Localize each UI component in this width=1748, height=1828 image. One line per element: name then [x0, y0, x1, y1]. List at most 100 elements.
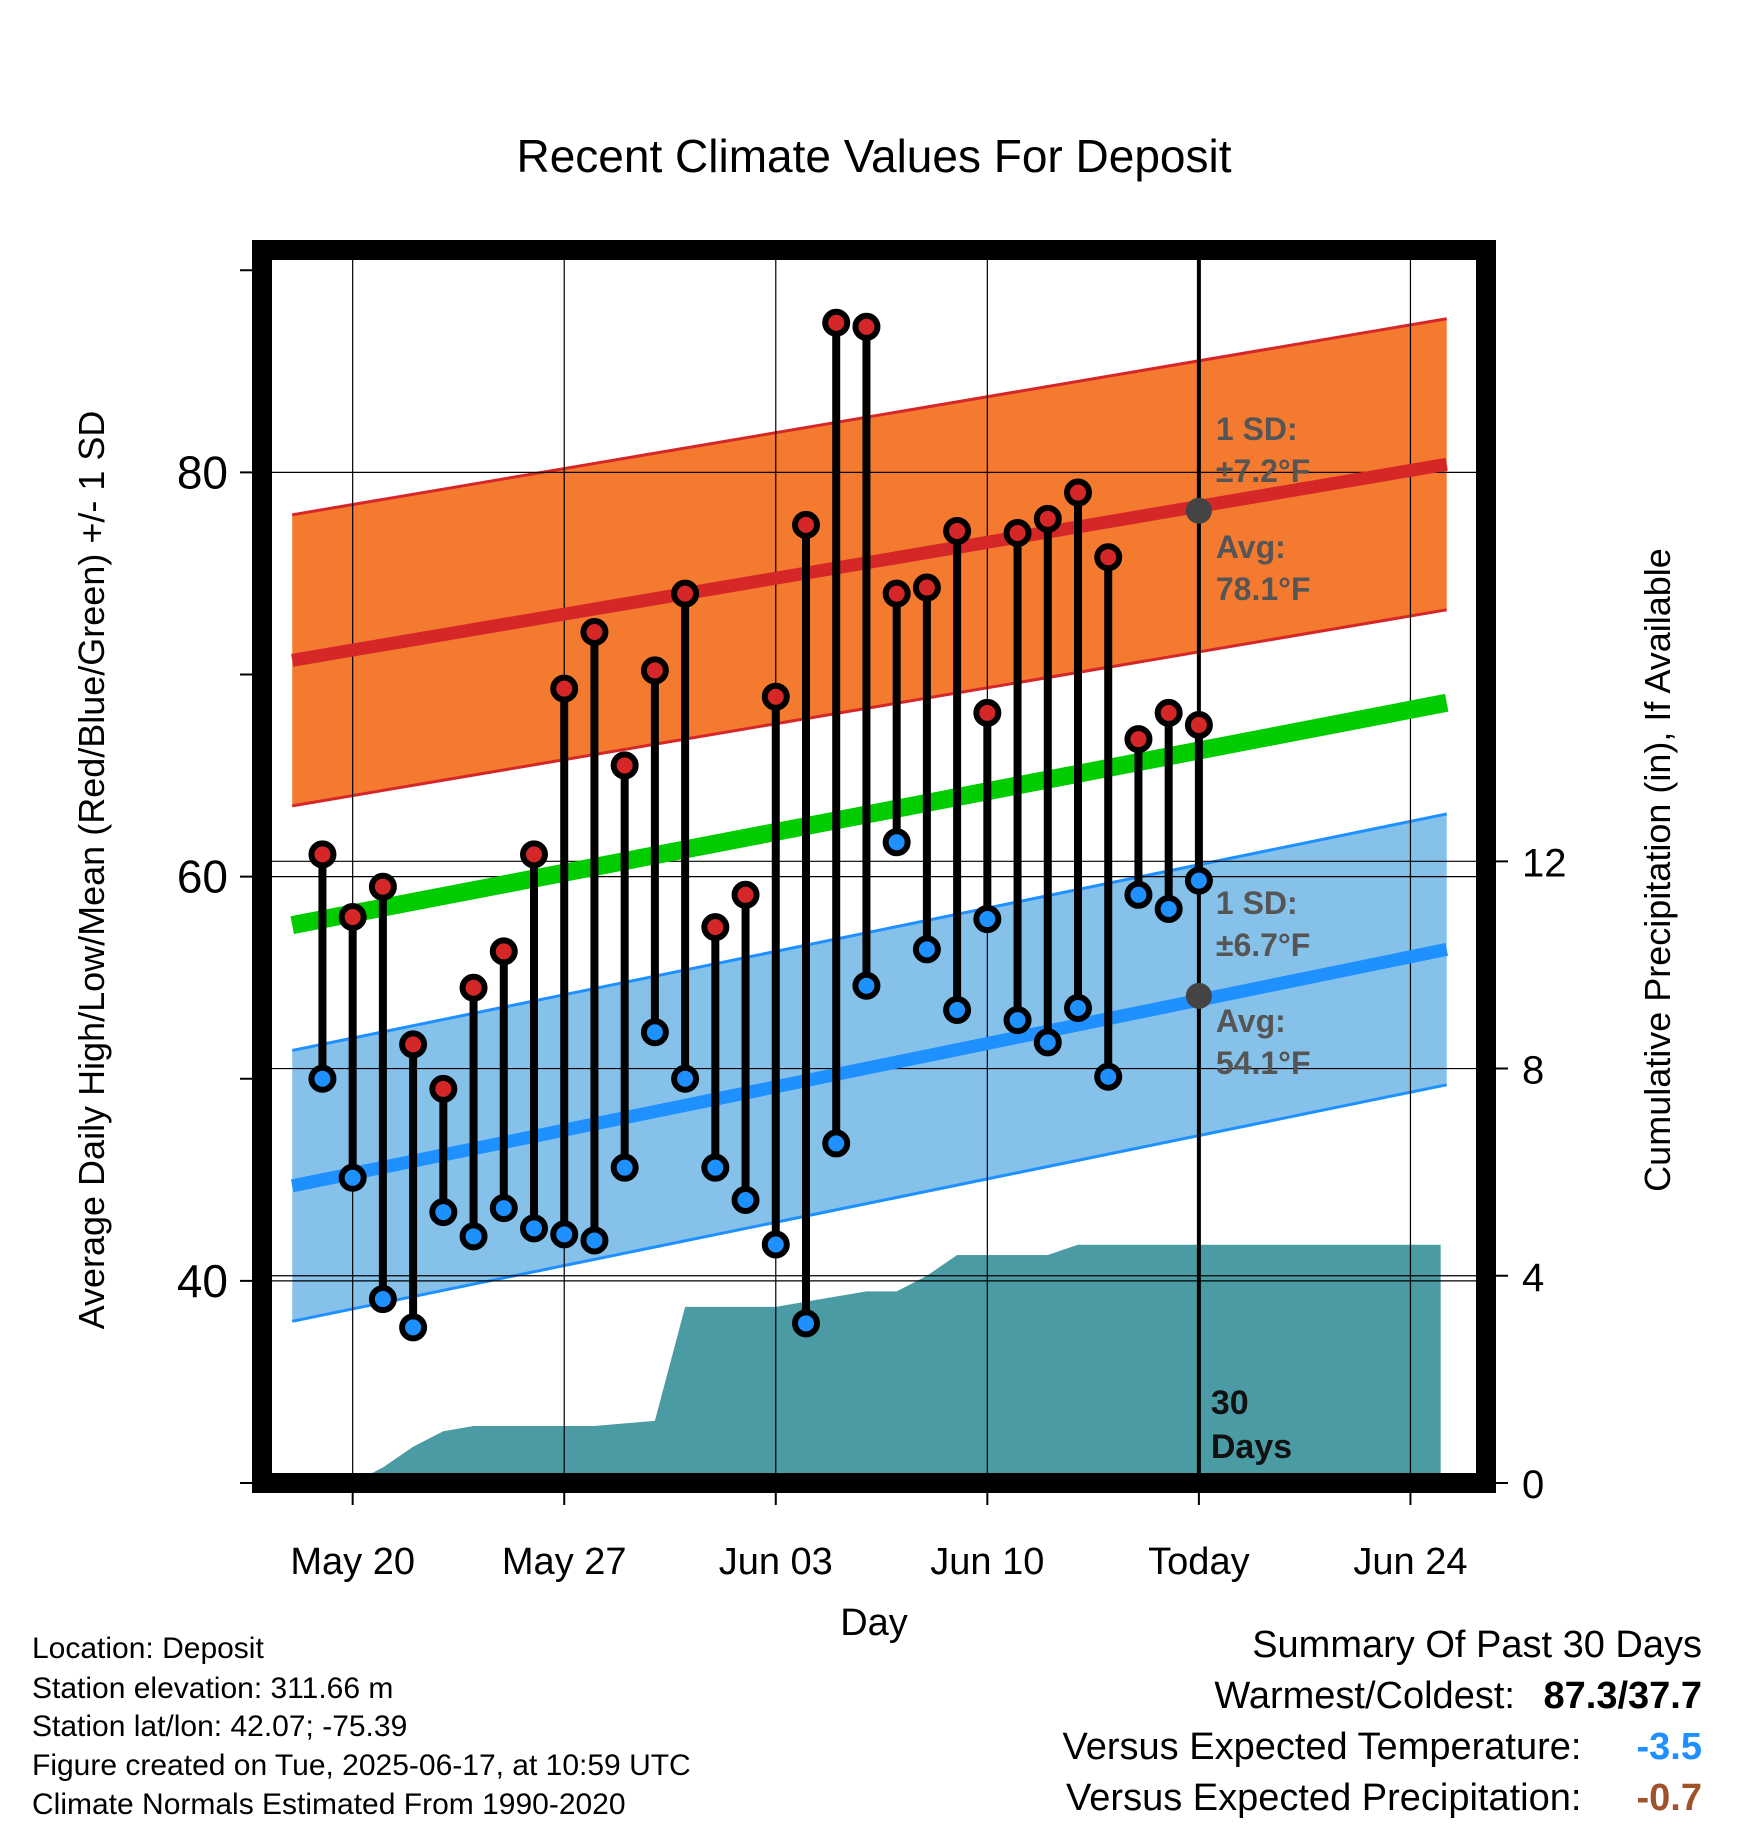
daily-low-point	[459, 1222, 488, 1251]
x-axis-label: Day	[840, 1602, 908, 1644]
daily-low-point	[399, 1313, 428, 1342]
daily-high-point	[640, 656, 669, 685]
summary-warm-cold-label: Warmest/Coldest:	[1214, 1675, 1515, 1717]
daily-low-point	[610, 1153, 639, 1182]
daily-low-point	[338, 1163, 367, 1192]
daily-low-point	[1154, 894, 1183, 923]
high-avg-label: Avg:	[1216, 529, 1286, 565]
summary-precip-label: Versus Expected Precipitation:	[1066, 1777, 1582, 1819]
daily-low-point	[1124, 880, 1153, 909]
x-tick-label: Jun 24	[1353, 1541, 1467, 1583]
info-location: Location: Deposit	[32, 1632, 264, 1665]
low-avg-value: 54.1°F	[1216, 1045, 1311, 1081]
y2-tick-label: 12	[1522, 841, 1567, 885]
daily-high-point	[610, 751, 639, 780]
y-tick-label: 40	[177, 1255, 228, 1307]
daily-high-point	[973, 698, 1002, 727]
today-low-avg-marker	[1185, 982, 1212, 1009]
chart-title: Recent Climate Values For Deposit	[517, 130, 1232, 182]
daily-low-point	[368, 1285, 397, 1314]
low-sd-value: ±6.7°F	[1216, 927, 1310, 963]
daily-high-point	[1064, 478, 1092, 507]
daily-high-point	[731, 880, 760, 909]
daily-high-point	[792, 510, 820, 539]
daily-high-point	[308, 840, 337, 869]
daily-low-point	[882, 828, 911, 857]
daily-high-point	[580, 618, 609, 647]
daily-high-point	[943, 516, 972, 545]
daily-low-point	[520, 1214, 548, 1243]
daily-high-point	[671, 579, 700, 608]
daily-low-point	[640, 1018, 669, 1047]
daily-high-point	[338, 903, 367, 932]
daily-low-point	[973, 905, 1002, 934]
low-sd-lower-edge	[291, 1083, 1448, 1323]
daily-high-point	[489, 937, 518, 966]
daily-high-point	[1124, 725, 1153, 754]
y-tick-label: 80	[177, 446, 228, 498]
daily-low-point	[792, 1309, 820, 1338]
summary-warm-cold: Warmest/Coldest: 87.3/37.7	[1214, 1675, 1702, 1718]
y2-axis-label: Cumulative Precipitation (in), If Availa…	[1637, 548, 1678, 1192]
daily-low-point	[1094, 1062, 1123, 1091]
summary-temp: Versus Expected Temperature: -3.5	[1063, 1726, 1702, 1769]
plot-area: 1 SD: ±7.2°F Avg: 78.1°F 1 SD: ±6.7°F Avg: 54.1…	[177, 240, 1567, 1583]
summary-temp-label: Versus Expected Temperature:	[1062, 1726, 1582, 1768]
summary-heading: Summary Of Past 30 Days	[1252, 1624, 1702, 1666]
daily-low-point	[761, 1230, 790, 1259]
precipitation-area	[292, 1244, 1441, 1483]
daily-low-point	[550, 1220, 579, 1249]
low-avg-label: Avg:	[1216, 1003, 1286, 1039]
info-latlon: Station lat/lon: 42.07; -75.39	[32, 1710, 408, 1743]
low-sd-label: 1 SD:	[1216, 885, 1298, 921]
daily-high-point	[520, 840, 548, 869]
daily-low-point	[671, 1064, 700, 1093]
daily-low-point	[912, 935, 941, 964]
info-normals: Climate Normals Estimated From 1990-2020	[32, 1788, 626, 1821]
daily-high-point	[701, 913, 730, 942]
y2-tick-label: 0	[1522, 1463, 1544, 1507]
summary-precip-value: -0.7	[1636, 1777, 1702, 1819]
plot-clipped	[262, 250, 1486, 1483]
daily-high-point	[1184, 711, 1213, 740]
y-tick-label: 60	[177, 851, 228, 903]
x-tick-label: Jun 10	[930, 1541, 1044, 1583]
info-created: Figure created on Tue, 2025-06-17, at 10…	[32, 1749, 691, 1782]
y2-tick-label: 4	[1522, 1256, 1544, 1300]
daily-low-point	[1003, 1006, 1032, 1035]
daily-low-point	[731, 1186, 760, 1215]
days-unit-label: Days	[1211, 1428, 1292, 1466]
y-axis-label: Average Daily High/Low/Mean (Red/Blue/Gr…	[71, 411, 112, 1330]
daily-high-point	[882, 579, 911, 608]
summary-warm-cold-value: 87.3/37.7	[1543, 1675, 1702, 1717]
x-tick-label: May 27	[502, 1541, 627, 1583]
high-sd-value: ±7.2°F	[1216, 453, 1310, 489]
daily-high-point	[429, 1074, 458, 1103]
days-count-label: 30	[1211, 1384, 1249, 1422]
daily-low-point	[580, 1226, 609, 1255]
y2-tick-label: 8	[1522, 1049, 1544, 1093]
today-high-avg-marker	[1185, 497, 1212, 524]
daily-high-point	[761, 682, 790, 711]
plot-frame	[252, 240, 1496, 1493]
daily-low-point	[943, 996, 972, 1025]
daily-high-point	[1154, 698, 1183, 727]
daily-low-point	[701, 1153, 730, 1182]
daily-high-point	[1033, 504, 1062, 533]
daily-low-point	[1184, 866, 1213, 895]
daily-low-point	[1064, 993, 1092, 1022]
x-tick-label: Today	[1148, 1541, 1249, 1583]
daily-low-point	[429, 1198, 458, 1227]
x-tick-label: Jun 03	[719, 1541, 833, 1583]
daily-high-point	[368, 872, 397, 901]
daily-low-point	[852, 971, 881, 1000]
daily-high-point	[912, 573, 941, 602]
daily-low-point	[822, 1129, 851, 1158]
daily-high-point	[852, 312, 881, 341]
daily-high-point	[1003, 518, 1032, 547]
summary-precip: Versus Expected Precipitation: -0.7	[1066, 1777, 1702, 1820]
info-elevation: Station elevation: 311.66 m	[32, 1672, 394, 1705]
daily-high-point	[1094, 543, 1123, 572]
daily-high-point	[822, 308, 851, 337]
